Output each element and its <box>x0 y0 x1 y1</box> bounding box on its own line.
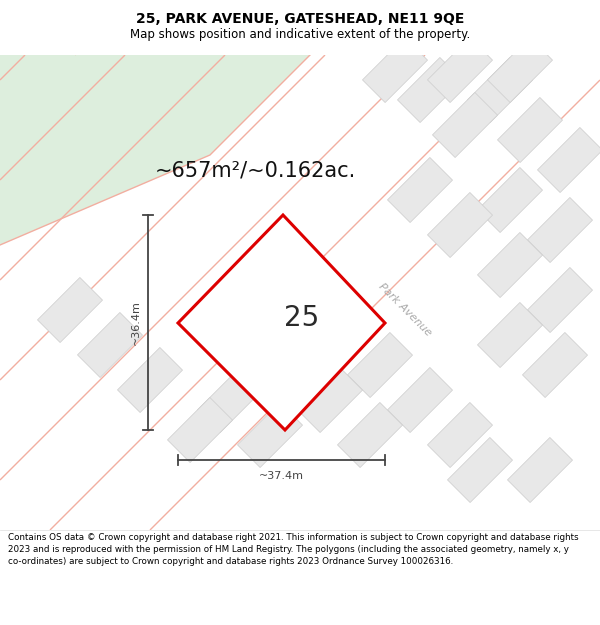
Text: ~36.4m: ~36.4m <box>131 300 141 345</box>
Polygon shape <box>527 268 593 332</box>
Polygon shape <box>427 192 493 258</box>
Polygon shape <box>527 198 593 262</box>
Polygon shape <box>497 98 563 162</box>
Polygon shape <box>238 402 302 468</box>
Text: Map shows position and indicative extent of the property.: Map shows position and indicative extent… <box>130 28 470 41</box>
Polygon shape <box>538 127 600 192</box>
Polygon shape <box>523 332 587 398</box>
Polygon shape <box>197 368 263 432</box>
Polygon shape <box>178 215 385 430</box>
Polygon shape <box>478 302 542 368</box>
Polygon shape <box>298 298 362 362</box>
Polygon shape <box>298 368 362 432</box>
Polygon shape <box>388 158 452 222</box>
Polygon shape <box>427 38 493 102</box>
Polygon shape <box>167 398 233 462</box>
Polygon shape <box>0 55 310 245</box>
Text: ~37.4m: ~37.4m <box>259 471 304 481</box>
Text: ~657m²/~0.162ac.: ~657m²/~0.162ac. <box>155 160 356 180</box>
Polygon shape <box>37 278 103 342</box>
Text: 25: 25 <box>284 304 319 331</box>
Polygon shape <box>478 232 542 298</box>
Polygon shape <box>337 402 403 468</box>
Polygon shape <box>433 92 497 158</box>
Polygon shape <box>397 58 463 122</box>
Polygon shape <box>508 438 572 503</box>
Polygon shape <box>478 168 542 232</box>
Polygon shape <box>427 402 493 468</box>
Text: Contains OS data © Crown copyright and database right 2021. This information is : Contains OS data © Crown copyright and d… <box>8 533 578 566</box>
Polygon shape <box>388 368 452 432</box>
Polygon shape <box>247 332 313 398</box>
Text: 25, PARK AVENUE, GATESHEAD, NE11 9QE: 25, PARK AVENUE, GATESHEAD, NE11 9QE <box>136 12 464 26</box>
Polygon shape <box>467 58 533 122</box>
Polygon shape <box>362 38 428 102</box>
Polygon shape <box>347 332 413 398</box>
Polygon shape <box>77 312 143 378</box>
Polygon shape <box>118 348 182 413</box>
Polygon shape <box>448 438 512 503</box>
Polygon shape <box>487 38 553 102</box>
Text: Park Avenue: Park Avenue <box>377 282 433 338</box>
